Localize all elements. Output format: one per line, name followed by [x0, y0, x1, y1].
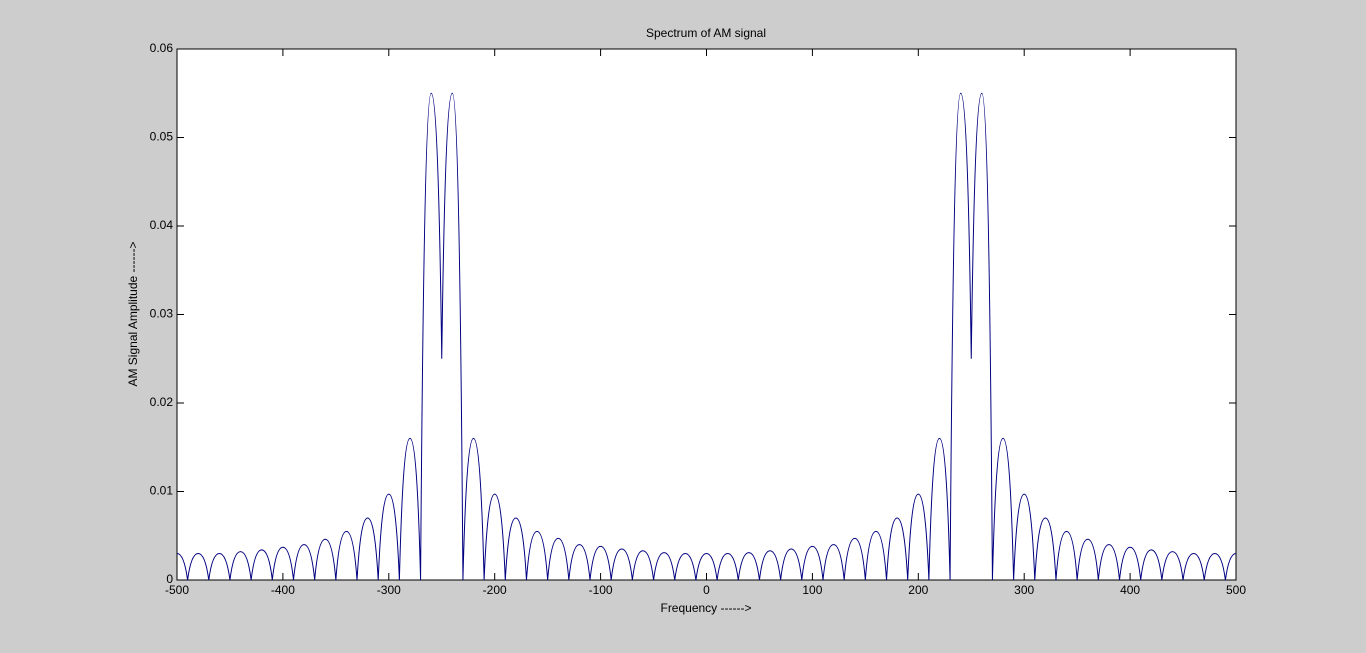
x-tick-label: -200	[483, 583, 507, 597]
x-tick-label: -400	[271, 583, 295, 597]
x-axis-label: Frequency ------>	[660, 601, 751, 615]
x-tick-label: 0	[703, 583, 710, 597]
x-tick-label: 500	[1226, 583, 1246, 597]
y-tick-label: 0.01	[150, 484, 174, 498]
y-tick-label: 0.04	[150, 218, 174, 232]
plot-area	[176, 48, 1237, 581]
y-tick-label: 0.02	[150, 395, 174, 409]
y-axis-label: AM Signal Amplitude ------>	[126, 241, 140, 386]
x-tick-label: 400	[1120, 583, 1140, 597]
chart-title: Spectrum of AM signal	[646, 26, 766, 40]
y-tick-label: 0.06	[150, 41, 174, 55]
y-tick-label: 0.03	[150, 307, 174, 321]
x-tick-label: -100	[589, 583, 613, 597]
x-tick-label: 300	[1014, 583, 1034, 597]
y-tick-label: 0.05	[150, 130, 174, 144]
x-tick-label: 100	[802, 583, 822, 597]
x-tick-label: 200	[908, 583, 928, 597]
x-tick-label: -300	[377, 583, 401, 597]
spectrum-line	[176, 92, 1237, 581]
y-tick-label: 0	[166, 572, 173, 586]
x-tick-label: -500	[165, 583, 189, 597]
